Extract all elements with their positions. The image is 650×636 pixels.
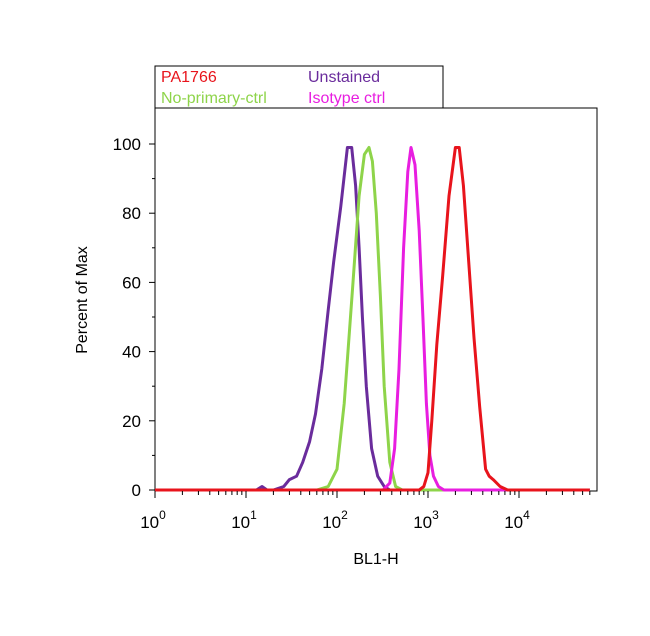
x-tick-label: 100	[140, 508, 166, 532]
y-tick-label: 20	[122, 412, 141, 431]
y-tick-label: 80	[122, 204, 141, 223]
x-tick-label: 103	[413, 508, 439, 532]
legend-entry-no-primary-ctrl: No-primary-ctrl	[161, 90, 267, 107]
y-tick-label: 100	[113, 135, 141, 154]
x-tick-label: 101	[231, 508, 257, 532]
series-line-no-primary-ctrl	[155, 146, 590, 492]
legend-box	[154, 65, 444, 109]
x-axis-title: BL1-H	[353, 551, 398, 568]
axis-layer: 0 20 40 60 80 100 100 101 102 103 104	[113, 135, 591, 532]
y-tick-label: 60	[122, 273, 141, 292]
x-tick-label: 104	[504, 508, 530, 532]
y-tick-label: 0	[132, 481, 141, 500]
series-line-pa1766	[155, 146, 590, 492]
legend-entry-pa1766: PA1766	[161, 69, 217, 86]
x-tick-label: 102	[322, 508, 348, 532]
legend-entry-isotype-ctrl: Isotype ctrl	[308, 90, 385, 107]
series-line-isotype-ctrl	[155, 146, 590, 492]
series-line-unstained	[155, 146, 590, 492]
legend-entry-unstained: Unstained	[308, 69, 380, 86]
y-axis-title: Percent of Max	[74, 246, 91, 354]
plot-frame	[154, 107, 598, 492]
series-layer	[155, 146, 590, 492]
y-tick-label: 40	[122, 343, 141, 362]
